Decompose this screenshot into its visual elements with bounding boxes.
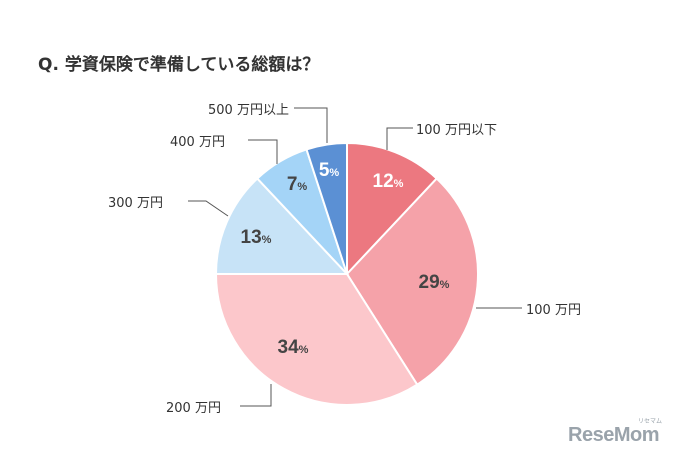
pie-slice	[305, 141, 348, 275]
slice-value-label: 12%	[373, 171, 404, 192]
category-label: 100 万円以下	[416, 123, 497, 138]
category-label: 400 万円	[170, 135, 225, 150]
slice-value-label: 5%	[319, 160, 340, 181]
slice-value-label: 34%	[278, 337, 309, 358]
slice-value-label: 29%	[419, 272, 450, 293]
slice-value-label: 13%	[241, 227, 272, 248]
pie-slice	[345, 177, 479, 386]
resemom-logo-ruby: リセマム	[638, 418, 663, 425]
pie-slice	[346, 141, 439, 277]
leader-line	[240, 384, 272, 407]
leader-line	[248, 139, 278, 164]
leader-line	[294, 107, 328, 143]
category-label: 500 万円以上	[208, 103, 289, 118]
category-label: 300 万円	[108, 196, 163, 211]
category-label: 200 万円	[166, 401, 221, 416]
category-label: 100 万円	[526, 303, 581, 318]
pie-slice	[214, 273, 419, 406]
pie-slice	[214, 177, 350, 275]
slice-value-label: 7%	[287, 174, 308, 195]
leader-line	[188, 200, 229, 217]
chart-title: Q. 学資保険で準備している総額は？	[38, 55, 320, 75]
leader-line	[386, 127, 413, 150]
resemom-logo: ReseMom	[568, 424, 659, 446]
